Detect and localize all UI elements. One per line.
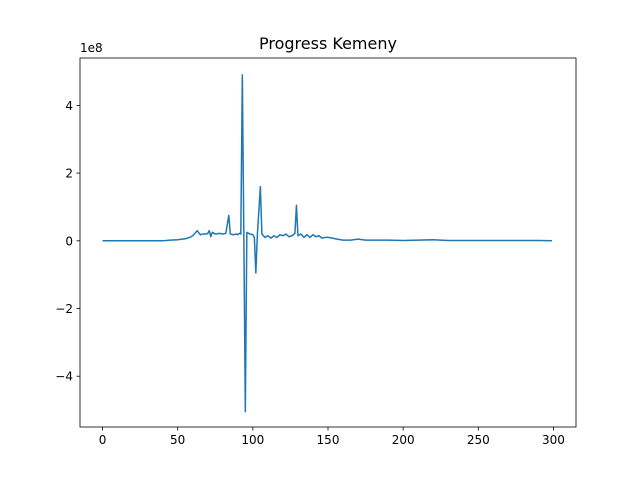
plot-area: [102, 74, 552, 413]
axes: 0 50 100 150 200 250 300 −4 −2 0 2 4: [55, 57, 577, 447]
y-tick-label: −2: [55, 302, 73, 316]
y-offset-label: 1e8: [80, 41, 103, 55]
y-tick-label: 2: [65, 167, 73, 181]
x-tick-label: 200: [392, 433, 415, 447]
series-line-0: [102, 74, 552, 413]
chart-title: Progress Kemeny: [259, 34, 397, 53]
x-tick-label: 100: [241, 433, 264, 447]
y-tick-label: 4: [65, 99, 73, 113]
x-tick-label: 250: [467, 433, 490, 447]
x-tick-label: 150: [317, 433, 340, 447]
x-tick-label: 0: [99, 433, 107, 447]
y-tick-label: 0: [65, 234, 73, 248]
y-tick-label: −4: [55, 370, 73, 384]
x-tick-label: 300: [542, 433, 565, 447]
x-tick-label: 50: [170, 433, 185, 447]
